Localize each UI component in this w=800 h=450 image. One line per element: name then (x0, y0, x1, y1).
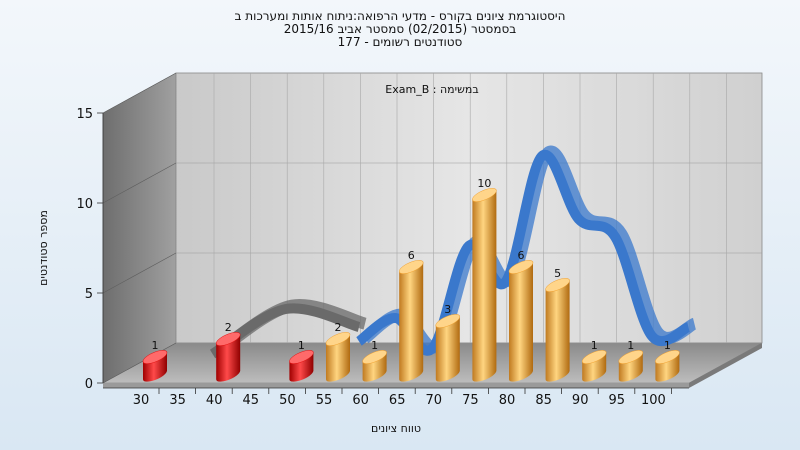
bar-value-label: 1 (371, 339, 378, 352)
bar-body (216, 334, 241, 382)
x-tick-label: 90 (572, 393, 589, 408)
bar-value-label: 1 (591, 339, 598, 352)
histogram-bar: 2 (215, 321, 241, 382)
histogram-bar: 6 (398, 249, 424, 382)
x-tick-label: 35 (169, 393, 186, 408)
bar-body (326, 334, 350, 382)
bar-top (142, 350, 168, 364)
bar-top (362, 350, 387, 364)
y-axis: 0 5 10 15 (76, 107, 104, 392)
chart-inner-title: במשימה : Exam_B (385, 83, 478, 96)
bar-top (398, 260, 424, 274)
bar-top (508, 260, 534, 274)
gridline-side (102, 252, 177, 294)
bar-value-label: 2 (335, 321, 342, 334)
x-axis: 30 35 40 45 50 55 60 65 70 75 80 85 90 95 100 (103, 387, 689, 408)
histogram-bar: 10 (472, 177, 497, 382)
gridline-side (102, 342, 177, 384)
chart-back-wall (175, 72, 763, 344)
chart-title-block: היסטוגרמת ציונים בקורס - מדעי הרפואה:נית… (0, 10, 800, 49)
bar-value-label: 2 (225, 321, 232, 334)
gridline-side (102, 162, 177, 204)
bar-value-label: 3 (444, 303, 451, 316)
x-axis-label: טווח ציונים (371, 422, 421, 435)
bar-value-label: 1 (664, 339, 671, 352)
curve-ribbon-back (361, 145, 698, 354)
y-tick-label: 5 (85, 287, 93, 302)
bar-top (325, 332, 351, 346)
bar-value-label: 1 (627, 339, 634, 352)
gridline-side (102, 72, 177, 114)
x-tick-label: 40 (206, 393, 223, 408)
x-tick-label: 85 (535, 393, 552, 408)
histogram-bar: 1 (362, 339, 387, 382)
chart-title-line-1: היסטוגרמת ציונים בקורס - מדעי הרפואה:נית… (234, 9, 566, 23)
x-tick-label: 75 (462, 393, 479, 408)
chart-bars: 1 2 1 2 1 6 3 10 6 5 1 1 1 (142, 177, 680, 382)
x-tick-label: 100 (641, 393, 666, 408)
chart-floor-edge (689, 343, 762, 388)
y-tick-label: 0 (85, 377, 93, 392)
x-tick-label: 70 (426, 393, 443, 408)
bar-top (289, 350, 314, 364)
chart-gridlines (102, 72, 762, 384)
bar-value-label: 6 (518, 249, 525, 262)
y-tick-label: 15 (76, 107, 93, 122)
histogram-bar: 6 (508, 249, 534, 382)
chart-side-wall (102, 72, 177, 384)
bar-value-label: 1 (298, 339, 305, 352)
chart-title-line-2: בסמסטר (02/2015) סמסטר אביב 2015/16 (283, 22, 517, 36)
histogram-bar: 5 (545, 267, 570, 382)
bar-top (545, 278, 570, 292)
bar-body (435, 316, 460, 382)
x-tick-label: 60 (352, 393, 369, 408)
x-tick-label: 30 (133, 393, 150, 408)
y-tick-label: 10 (76, 197, 93, 212)
histogram-bar: 1 (581, 339, 607, 382)
histogram-bar: 1 (618, 339, 644, 382)
bar-top (472, 188, 497, 202)
chart-title-line-3: סטודנטים רשומים - 177 (337, 35, 463, 49)
bar-top (435, 314, 461, 328)
x-tick-label: 95 (609, 393, 626, 408)
bar-value-label: 1 (152, 339, 159, 352)
histogram-bar: 2 (325, 321, 351, 382)
bar-top (618, 350, 644, 364)
x-tick-label: 50 (279, 393, 296, 408)
bar-body (545, 280, 570, 382)
histogram-bar: 1 (142, 339, 168, 382)
x-tick-label: 65 (389, 393, 406, 408)
x-tick-label: 55 (316, 393, 333, 408)
bar-body (472, 190, 497, 382)
y-axis-label: מספר סטודנטים (37, 210, 50, 286)
bar-value-label: 5 (554, 267, 561, 280)
bar-value-label: 10 (477, 177, 491, 190)
bar-value-label: 6 (408, 249, 415, 262)
chart-floor-front (103, 383, 689, 388)
bar-top (581, 350, 607, 364)
bar-body (399, 262, 424, 382)
bar-top (215, 332, 241, 346)
x-tick-label: 80 (499, 393, 516, 408)
x-tick-label: 45 (243, 393, 260, 408)
bar-body (509, 262, 533, 382)
histogram-bar: 3 (435, 303, 461, 382)
histogram-bar: 1 (289, 339, 314, 382)
bar-top (655, 350, 680, 364)
histogram-bar: 1 (655, 339, 680, 382)
